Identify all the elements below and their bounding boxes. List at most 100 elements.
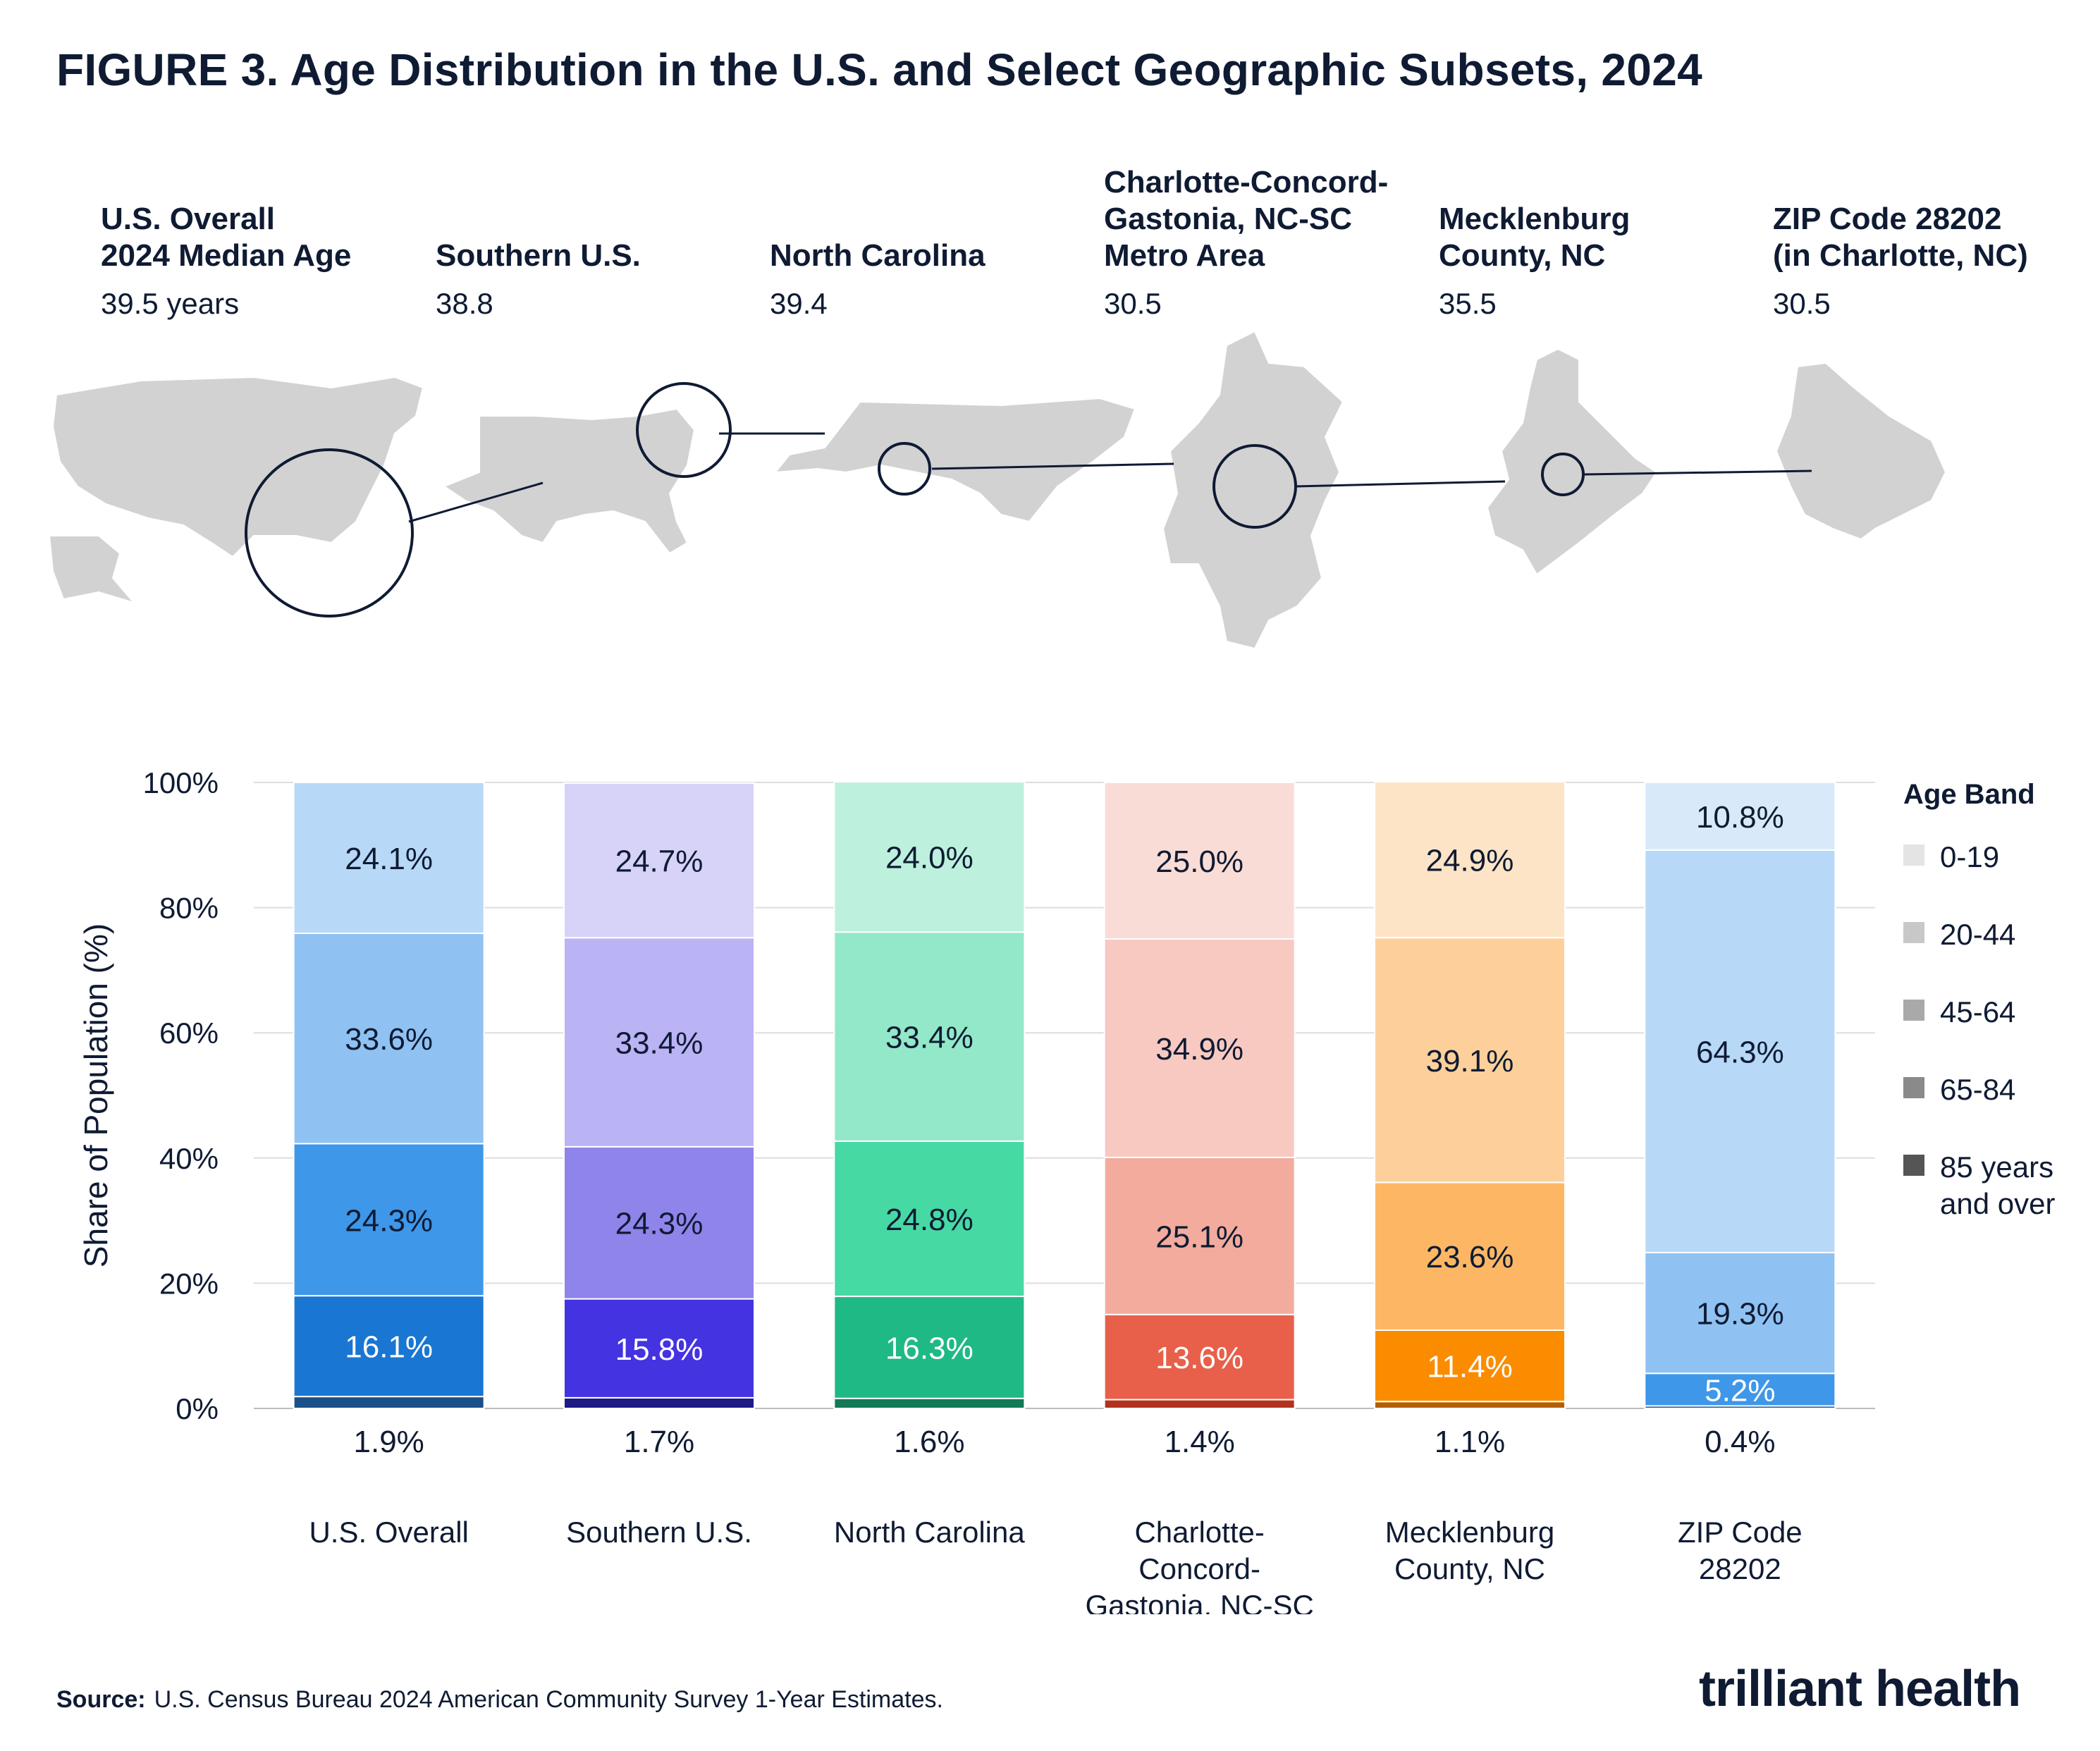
region-median-age: 38.8 [436,287,493,320]
legend-label: 65-84 [1940,1073,2016,1106]
trilliant-health-logo: trilliant health [1699,1661,2021,1717]
data-label: 1.1% [1435,1425,1505,1459]
data-label: 1.7% [624,1425,694,1459]
bar-segment [563,1298,755,1399]
bar-segment [833,1296,1026,1399]
north-carolina-map-icon [773,397,1136,523]
bar-segment [293,1396,485,1409]
mecklenburg-county-map-icon [1486,348,1658,576]
region-median-age: 39.5 years [101,287,240,320]
bar-segment [293,1295,485,1398]
region-name: ZIP Code 28202 (in Charlotte, NC) [1773,202,2028,273]
region-median-age: 30.5 [1104,287,1162,320]
region-header: Southern U.S. 38.8 [436,238,732,321]
metro-area-map-icon [1162,330,1344,649]
y-tick-label: 100% [143,766,219,799]
legend-swatch [1903,1155,1924,1176]
region-name: Mecklenburg County, NC [1439,202,1631,273]
legend-label: 45-64 [1940,995,2016,1028]
y-tick-label: 80% [159,892,219,925]
data-label: 1.4% [1165,1425,1235,1459]
region-median-age: 30.5 [1773,287,1831,320]
legend-label: 20-44 [1940,918,2016,951]
y-tick-label: 60% [159,1016,219,1050]
region-header: North Carolina 39.4 [770,238,1066,321]
region-header: ZIP Code 28202 (in Charlotte, NC) 30.5 [1773,201,2069,321]
data-label: 5.2% [1705,1373,1775,1408]
bar-segment [833,931,1026,1142]
y-axis-label: Share of Population (%) [78,923,114,1267]
southern-us-map-icon [442,407,696,555]
x-tick-label: Charlotte- [1134,1516,1264,1549]
x-tick-label: 28202 [1699,1552,1781,1585]
data-label: 33.4% [615,1026,704,1061]
legend-item: 0-19 [1903,839,2055,876]
region-name: Charlotte-Concord- Gastonia, NC-SC Metro… [1104,165,1389,273]
bar-segment [293,782,485,935]
stacked-bar-chart: 0% 20% 40% 60% 80% 100% Share of Population (%… [78,766,1875,1614]
data-label: 0.4% [1705,1425,1775,1459]
data-label: 16.3% [885,1331,974,1365]
bar-segment [1644,782,1836,851]
x-tick-label: ZIP Code [1678,1516,1803,1549]
source-note: Source: U.S. Census Bureau 2024 American … [56,1686,943,1714]
x-tick-label: County, NC [1394,1552,1545,1585]
bar-segment [563,782,755,939]
data-label: 24.9% [1426,844,1514,878]
legend-item: 45-64 [1903,994,2055,1031]
data-label: 19.3% [1696,1297,1784,1332]
data-label: 24.3% [345,1203,433,1238]
region-name: North Carolina [770,238,985,273]
data-label: 1.6% [894,1425,964,1459]
data-label: 11.4% [1427,1350,1513,1384]
region-median-age: 39.4 [770,287,828,320]
y-tick-label: 40% [159,1142,219,1175]
legend-title: Age Band [1903,779,2035,810]
x-tick-label: Mecklenburg [1385,1516,1554,1549]
data-label: 25.0% [1155,844,1244,879]
chart-legend: Age Band 0-19 20-44 45-64 65-84 85 years and… [1903,779,2055,1263]
legend-swatch [1903,844,1924,866]
legend-label: 0-19 [1940,840,2000,873]
legend-swatch [1903,1000,1924,1021]
y-tick-label: 20% [159,1267,219,1300]
bar-segment [293,1143,485,1297]
legend-swatch [1903,922,1924,943]
bar-segment [1103,1313,1296,1401]
bar-segment [563,1145,755,1300]
zoom-circles [245,382,1585,618]
us-map-icon [51,376,424,558]
data-label: 39.1% [1426,1044,1514,1079]
zip-28202-map-icon [1775,362,1947,541]
data-label: 25.1% [1155,1219,1244,1254]
region-header: Charlotte-Concord- Gastonia, NC-SC Metro… [1104,164,1400,321]
x-tick-label: North Carolina [834,1516,1025,1549]
x-tick-label: U.S. Overall [309,1516,468,1549]
region-header: Mecklenburg County, NC 35.5 [1439,201,1735,321]
map-strip [48,330,1947,649]
bar-segment [833,781,1026,933]
data-label: 10.8% [1696,800,1784,835]
data-label: 13.6% [1155,1341,1244,1375]
legend-label: 85 years and over [1940,1150,2056,1220]
x-tick-label: Southern U.S. [566,1516,752,1549]
x-tick-label: Gastonia, NC-SC [1085,1589,1313,1614]
legend-item: 65-84 [1903,1071,2055,1108]
y-tick-label: 0% [176,1392,219,1425]
bar-segment [1103,1156,1296,1315]
bar-segment [1644,1251,1836,1375]
bar-segment [1374,1401,1566,1409]
connector-lines [408,432,1812,523]
data-label: 24.0% [885,841,974,876]
region-name: U.S. Overall 2024 Median Age [101,202,352,273]
bar-segment [1103,1399,1296,1409]
legend-item: 85 years and over [1903,1149,2055,1222]
region-header: U.S. Overall 2024 Median Age 39.5 years [101,201,397,321]
data-label: 16.1% [345,1330,433,1365]
region-name: Southern U.S. [436,238,641,273]
bar-segment [1644,849,1836,1253]
data-label: 23.6% [1426,1240,1514,1274]
data-label: 24.1% [345,842,433,876]
alaska-icon [48,535,136,604]
data-label: 15.8% [615,1332,704,1367]
